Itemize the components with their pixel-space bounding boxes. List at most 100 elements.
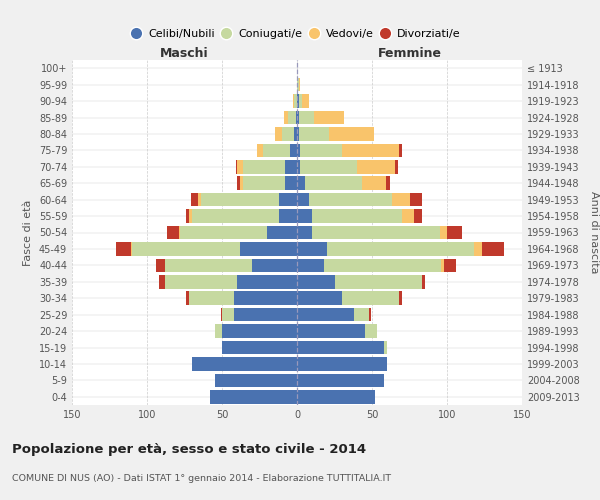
Bar xyxy=(288,111,296,124)
Bar xyxy=(297,144,300,157)
Bar xyxy=(156,258,165,272)
Bar xyxy=(279,193,297,206)
Bar xyxy=(299,127,329,140)
Text: Maschi: Maschi xyxy=(160,46,209,60)
Bar xyxy=(293,94,294,108)
Bar xyxy=(234,292,297,305)
Bar xyxy=(297,78,299,92)
Bar xyxy=(297,292,342,305)
Y-axis label: Anni di nascita: Anni di nascita xyxy=(589,191,599,274)
Bar xyxy=(237,176,240,190)
Bar xyxy=(297,390,375,404)
Bar xyxy=(257,144,263,157)
Bar xyxy=(267,226,297,239)
Bar xyxy=(482,242,504,256)
Bar xyxy=(297,308,354,322)
Bar xyxy=(329,127,373,140)
Bar xyxy=(399,292,402,305)
Bar xyxy=(297,374,384,387)
Bar xyxy=(235,160,237,173)
Bar xyxy=(252,258,297,272)
Bar xyxy=(439,226,447,239)
Y-axis label: Fasce di età: Fasce di età xyxy=(23,200,33,266)
Bar xyxy=(234,308,297,322)
Bar xyxy=(474,242,482,256)
Bar xyxy=(222,341,297,354)
Bar xyxy=(192,210,279,223)
Bar xyxy=(402,210,414,223)
Bar xyxy=(210,390,297,404)
Bar xyxy=(294,94,297,108)
Bar xyxy=(369,308,371,322)
Bar xyxy=(165,275,237,288)
Bar xyxy=(300,144,342,157)
Bar xyxy=(285,160,297,173)
Bar xyxy=(189,210,192,223)
Bar xyxy=(297,127,299,140)
Bar xyxy=(297,210,312,223)
Bar xyxy=(414,210,421,223)
Legend: Celibi/Nubili, Coniugati/e, Vedovi/e, Divorziati/e: Celibi/Nubili, Coniugati/e, Vedovi/e, Di… xyxy=(129,24,465,44)
Bar xyxy=(243,176,285,190)
Bar xyxy=(302,94,309,108)
Bar xyxy=(243,160,285,173)
Bar xyxy=(297,160,300,173)
Bar xyxy=(342,292,399,305)
Bar xyxy=(192,357,297,370)
Bar xyxy=(237,275,297,288)
Bar xyxy=(314,111,343,124)
Bar xyxy=(335,275,421,288)
Bar xyxy=(309,193,392,206)
Bar xyxy=(297,357,387,370)
Bar xyxy=(189,292,234,305)
Bar xyxy=(441,258,444,272)
Text: Popolazione per età, sesso e stato civile - 2014: Popolazione per età, sesso e stato civil… xyxy=(12,442,366,456)
Bar xyxy=(275,127,282,140)
Bar xyxy=(300,160,357,173)
Bar xyxy=(297,226,312,239)
Text: Femmine: Femmine xyxy=(377,46,442,60)
Bar xyxy=(222,308,234,322)
Bar xyxy=(297,242,327,256)
Bar xyxy=(279,210,297,223)
Bar xyxy=(312,226,439,239)
Text: COMUNE DI NUS (AO) - Dati ISTAT 1° gennaio 2014 - Elaborazione TUTTITALIA.IT: COMUNE DI NUS (AO) - Dati ISTAT 1° genna… xyxy=(12,474,391,483)
Bar xyxy=(421,275,425,288)
Bar xyxy=(384,341,387,354)
Bar xyxy=(167,226,179,239)
Bar xyxy=(297,275,335,288)
Bar xyxy=(386,176,390,190)
Bar xyxy=(361,176,386,190)
Bar xyxy=(285,176,297,190)
Bar xyxy=(191,193,198,206)
Bar xyxy=(284,111,288,124)
Bar xyxy=(263,144,290,157)
Bar xyxy=(305,176,361,190)
Bar xyxy=(357,160,395,173)
Bar xyxy=(222,324,297,338)
Bar xyxy=(447,226,462,239)
Bar xyxy=(297,258,324,272)
Bar xyxy=(327,242,474,256)
Bar xyxy=(297,94,299,108)
Bar xyxy=(132,242,240,256)
Bar xyxy=(297,341,384,354)
Bar xyxy=(392,193,409,206)
Bar xyxy=(299,94,302,108)
Bar xyxy=(131,242,132,256)
Bar xyxy=(342,144,399,157)
Bar xyxy=(297,176,305,190)
Bar xyxy=(186,210,189,223)
Bar xyxy=(399,144,402,157)
Bar xyxy=(186,292,189,305)
Bar xyxy=(444,258,456,272)
Bar xyxy=(294,127,297,140)
Bar xyxy=(312,210,402,223)
Bar xyxy=(198,193,201,206)
Bar xyxy=(159,275,165,288)
Bar xyxy=(179,226,180,239)
Bar xyxy=(299,78,300,92)
Bar xyxy=(354,308,369,322)
Bar xyxy=(201,193,279,206)
Bar xyxy=(215,374,297,387)
